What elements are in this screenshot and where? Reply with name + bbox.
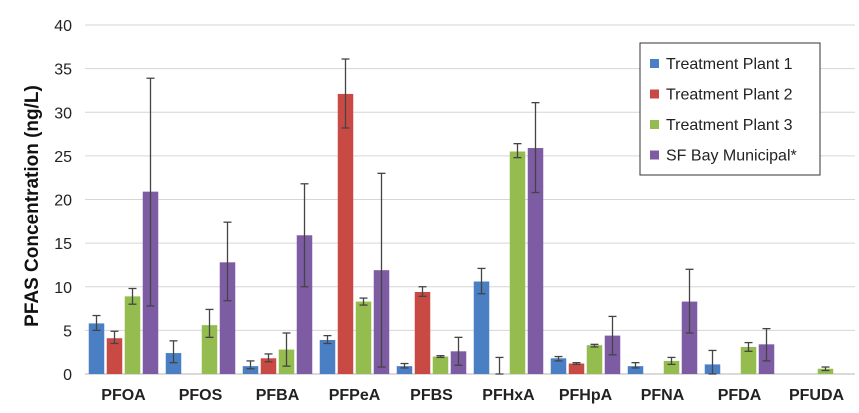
legend-swatch (650, 120, 659, 129)
error-bar (685, 268, 694, 334)
error-bar (513, 143, 522, 159)
error-bar (667, 356, 676, 366)
legend-item: SF Bay Municipal* (650, 148, 797, 165)
error-bar (110, 330, 119, 345)
error-bar (223, 221, 232, 302)
error-bar (436, 355, 445, 359)
bar (124, 296, 141, 374)
error-bar (377, 172, 386, 368)
y-axis-label: PFAS Concentration (ng/L) (22, 85, 43, 327)
bar (586, 345, 603, 374)
error-bar (205, 308, 214, 339)
legend-item: Treatment Plant 3 (650, 117, 793, 134)
x-category-label: PFOA (101, 387, 146, 404)
y-tick-label: 15 (54, 236, 72, 253)
legend-label: Treatment Plant 1 (666, 56, 793, 73)
bar (355, 301, 372, 374)
legend-item: Treatment Plant 1 (650, 56, 793, 73)
bar (396, 366, 413, 374)
x-category-label: PFBA (256, 387, 300, 404)
error-bar (92, 314, 101, 332)
error-bars (92, 58, 830, 375)
error-bar (282, 332, 291, 367)
x-category-label: PFHxA (482, 387, 535, 404)
error-bar (762, 327, 771, 362)
bar (165, 353, 182, 374)
error-bar (608, 315, 617, 356)
x-category-label: PFBS (410, 387, 453, 404)
bar (242, 366, 259, 374)
bar (432, 356, 449, 374)
error-bar (477, 267, 486, 295)
legend-item: Treatment Plant 2 (650, 87, 793, 104)
error-bar (631, 362, 640, 369)
error-bar (418, 286, 427, 297)
legend-label: Treatment Plant 2 (666, 87, 793, 104)
bar (337, 93, 354, 375)
bar (550, 358, 567, 374)
bar (681, 301, 698, 374)
error-bar (708, 349, 717, 375)
legend-swatch (650, 150, 659, 160)
y-tick-label: 25 (54, 149, 72, 166)
x-category-label: PFHpA (559, 387, 613, 404)
bar (296, 235, 313, 374)
error-bar (495, 356, 504, 375)
legend-swatch (650, 89, 659, 99)
bar (106, 338, 123, 374)
error-bar (359, 297, 368, 306)
error-bar (821, 366, 830, 372)
y-tick-label: 0 (63, 367, 72, 384)
x-category-label: PFDA (718, 387, 762, 404)
error-bar (264, 353, 273, 363)
bar (568, 363, 585, 374)
y-tick-label: 30 (54, 105, 72, 122)
bar (627, 366, 644, 374)
legend-label: Treatment Plant 3 (666, 117, 793, 134)
y-axis-ticks: 0 5 10 15 20 25 30 35 40 (54, 18, 72, 384)
error-bar (128, 287, 137, 305)
bar (509, 151, 526, 374)
error-bar (744, 341, 753, 352)
x-category-label: PFUDA (789, 387, 845, 404)
y-tick-label: 10 (54, 280, 72, 297)
bar (740, 346, 757, 374)
legend-label: SF Bay Municipal* (666, 148, 797, 165)
y-tick-label: 35 (54, 62, 72, 79)
bar (88, 323, 105, 374)
legend-swatch (650, 59, 659, 68)
bar (414, 291, 431, 374)
bar (473, 281, 490, 374)
error-bar (169, 340, 178, 364)
y-tick-label: 40 (54, 18, 72, 35)
error-bar (400, 362, 409, 369)
legend: Treatment Plant 1 Treatment Plant 2 Treatm… (639, 42, 821, 176)
bar (219, 262, 236, 374)
error-bar (554, 355, 563, 362)
bar (319, 339, 336, 374)
error-bar (246, 360, 255, 370)
x-category-label: PFNA (641, 387, 685, 404)
x-category-label: PFOS (179, 387, 223, 404)
error-bar (341, 58, 350, 129)
error-bar (590, 343, 599, 348)
error-bar (323, 334, 332, 345)
legend-box (639, 42, 821, 176)
error-bar (146, 77, 155, 307)
y-tick-label: 5 (63, 323, 72, 340)
error-bar (572, 362, 581, 366)
x-category-label: PFPeA (329, 387, 381, 404)
error-bar (531, 102, 540, 194)
x-axis-categories: PFOA PFOS PFBA PFPeA PFBS PFHxA PFHpA PFNA PFDA P… (101, 387, 844, 404)
y-tick-label: 20 (54, 193, 72, 210)
bar (527, 148, 544, 374)
error-bar (454, 336, 463, 366)
bar (817, 368, 834, 374)
error-bar (300, 183, 309, 288)
